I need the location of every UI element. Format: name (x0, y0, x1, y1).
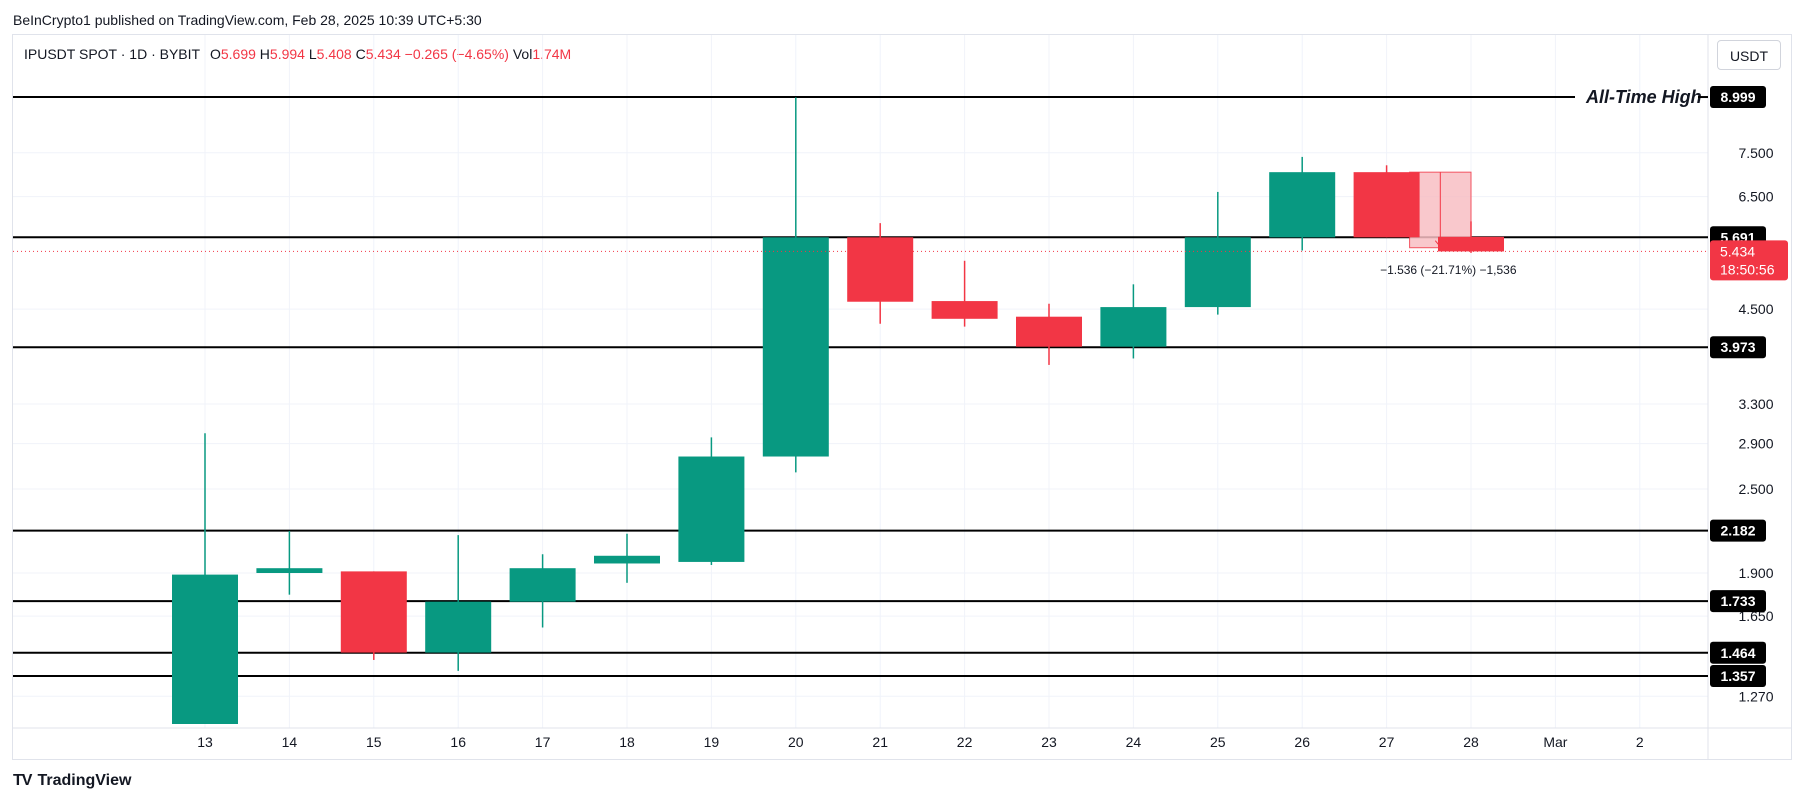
chart-frame[interactable] (12, 34, 1792, 760)
level-price-badge (1710, 590, 1766, 613)
candle-body (1269, 172, 1336, 238)
volume-value: 1.74M (532, 46, 572, 62)
time-tick-label: 26 (1294, 734, 1310, 750)
level-price-badge-text: 1.733 (1720, 593, 1755, 609)
candle-body (1100, 307, 1167, 347)
time-tick-label: 13 (197, 734, 213, 750)
candle-body (1353, 172, 1420, 238)
tradingview-logo-icon: TV (13, 772, 32, 789)
open-label: O (209, 46, 221, 62)
candle-body (762, 237, 829, 457)
time-tick-label: 28 (1463, 734, 1479, 750)
time-tick-label: 18 (619, 734, 635, 750)
tradingview-brand: TradingView (37, 772, 132, 789)
time-tick-label: 20 (788, 734, 804, 750)
time-tick-label: 17 (535, 734, 551, 750)
volume-label: Vol (512, 46, 533, 62)
candle-body (847, 237, 914, 302)
price-tick-label: 1.900 (1738, 565, 1773, 581)
candle-body (931, 301, 998, 319)
price-tick-label: 7.500 (1738, 145, 1773, 161)
price-tick-label: 1.650 (1738, 608, 1773, 624)
price-tick-label: 2.500 (1738, 481, 1773, 497)
price-tick-label: 2.900 (1738, 436, 1773, 452)
time-tick-label: 27 (1379, 734, 1395, 750)
time-tick-label: 16 (450, 734, 466, 750)
candle-body (172, 574, 238, 724)
time-tick-label: 21 (872, 734, 888, 750)
price-tick-label: 3.300 (1738, 396, 1773, 412)
open-value: 5.699 (220, 46, 256, 62)
level-price-badge (1710, 641, 1766, 664)
ohlc-legend: IPUSDT SPOT · 1D · BYBIT O5.699 H5.994 L… (24, 46, 571, 62)
time-tick-label: 15 (366, 734, 382, 750)
level-price-badge-text: 3.973 (1720, 339, 1755, 355)
candle-body (1016, 316, 1082, 347)
candle-body (1438, 236, 1504, 252)
level-price-badge (1710, 519, 1766, 542)
level-price-badge-text: 8.999 (1720, 89, 1755, 105)
candle-body (425, 601, 492, 653)
countdown-text: 18:50:56 (1720, 261, 1775, 277)
symbol-label[interactable]: IPUSDT SPOT · 1D · BYBIT (24, 46, 201, 62)
high-label: H (259, 46, 270, 62)
level-price-badge (1710, 336, 1766, 359)
change-value: −0.265 (−4.65%) (404, 46, 509, 62)
time-tick-label: 2 (1636, 734, 1644, 750)
level-price-badge (1710, 664, 1766, 687)
measure-label: −1.536 (−21.71%) −1,536 (1380, 263, 1517, 277)
candle-body (509, 568, 576, 602)
publisher-caption: BeInCrypto1 published on TradingView.com… (13, 12, 482, 28)
close-value: 5.434 (365, 46, 401, 62)
price-tick-label: 6.500 (1738, 189, 1773, 205)
time-tick-label: 22 (957, 734, 973, 750)
candle-body (594, 555, 660, 564)
level-price-badge-text: 1.357 (1720, 668, 1755, 684)
time-tick-label: 25 (1210, 734, 1226, 750)
close-label: C (355, 46, 366, 62)
current-price-badge (1710, 240, 1788, 281)
low-value: 5.408 (316, 46, 352, 62)
level-price-badge (1710, 86, 1766, 109)
candle-body (1184, 237, 1251, 308)
time-tick-label: 24 (1126, 734, 1142, 750)
time-tick-label: Mar (1543, 734, 1567, 750)
time-tick-label: 23 (1041, 734, 1057, 750)
price-tick-label: 1.270 (1738, 688, 1773, 704)
level-price-badge-text: 2.182 (1720, 523, 1755, 539)
price-tick-label: 4.500 (1738, 301, 1773, 317)
level-price-badge-text: 1.464 (1720, 645, 1755, 661)
high-value: 5.994 (269, 46, 305, 62)
current-price-text: 5.434 (1720, 243, 1755, 259)
candle-body (256, 568, 323, 573)
candle-body (340, 571, 407, 653)
candle-body (678, 456, 745, 562)
currency-button[interactable]: USDT (1717, 40, 1781, 70)
low-label: L (308, 46, 317, 62)
time-tick-label: 19 (704, 734, 720, 750)
level-note-label: All-Time High (1585, 87, 1702, 107)
tradingview-logo[interactable]: TV TradingView (13, 772, 131, 790)
time-tick-label: 14 (282, 734, 298, 750)
